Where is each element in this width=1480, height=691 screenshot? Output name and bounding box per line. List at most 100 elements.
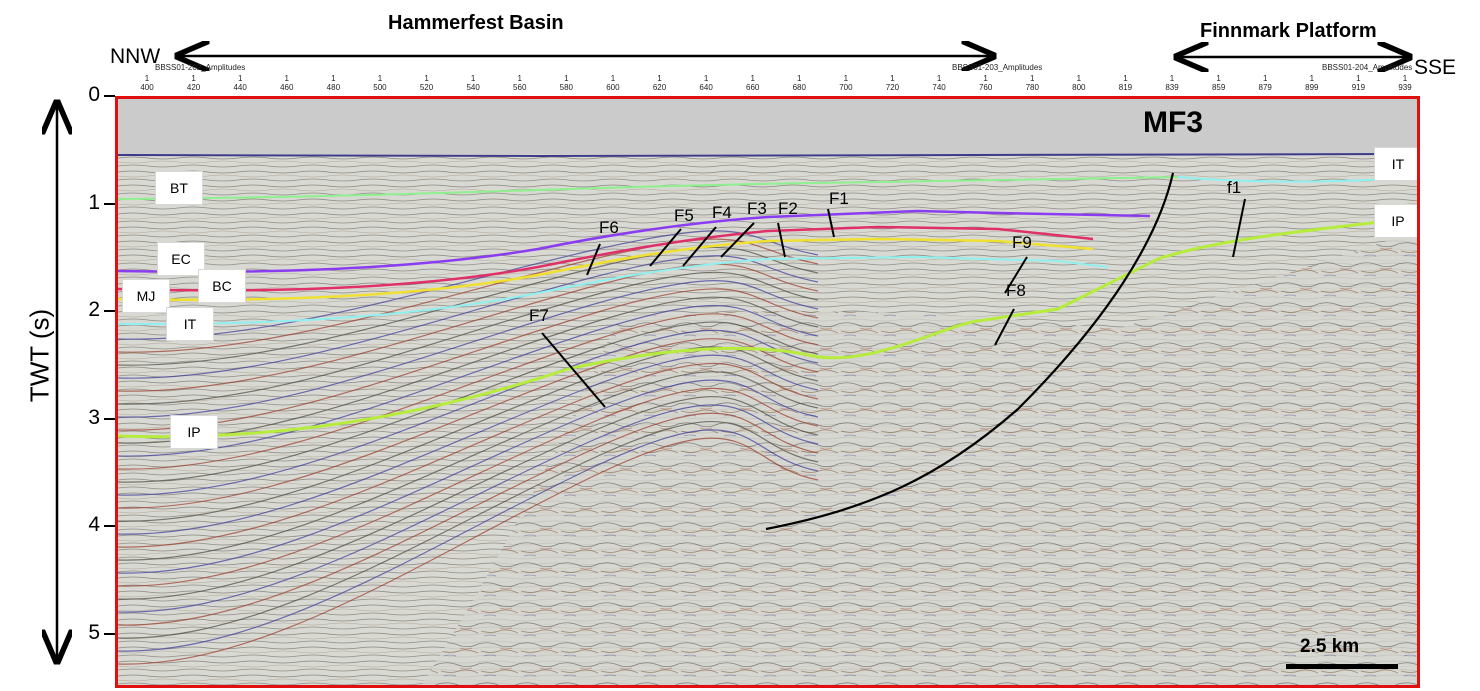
fault-f9: [1004, 256, 1028, 294]
shotpoint-label: 1 700: [839, 74, 853, 92]
reflector-line: [118, 346, 819, 522]
shotpoint-label: 1 600: [606, 74, 620, 92]
y-tick-label: 4: [88, 513, 100, 536]
hammerfest-basin-label: Hammerfest Basin: [388, 12, 564, 34]
direction-left-label: NNW: [110, 45, 161, 68]
mf3-label: MF3: [1143, 106, 1203, 139]
y-tick-mark: [104, 525, 115, 527]
tag-mj: MJ: [122, 279, 170, 313]
reflector-line: [118, 421, 819, 639]
reflector-line: [118, 313, 819, 470]
reflector-line: [118, 412, 819, 626]
seabed-reflector: [118, 153, 1417, 158]
reflector-line: [118, 321, 819, 483]
tag-it-right: IT: [1374, 147, 1417, 181]
fault-label-f8: F8: [1006, 281, 1026, 300]
shotpoint-label: 1 859: [1211, 74, 1226, 92]
scale-bar: [1286, 664, 1398, 669]
shotpoint-label: 1 819: [1118, 74, 1133, 92]
y-tick-mark: [104, 417, 115, 420]
y-tick-mark: [104, 202, 115, 205]
shotpoint-label: 1 420: [186, 74, 201, 92]
fault-label-f7: F7: [529, 306, 549, 325]
reflector-line: [118, 288, 819, 431]
y-tick-labels: 0 1 2 3 4 5: [0, 0, 115, 691]
shotpoint-label: 1 440: [233, 74, 247, 92]
fault-f8: [994, 308, 1015, 346]
shotpoint-label: 1 560: [513, 74, 527, 92]
tag-ec: EC: [157, 242, 205, 276]
horizon-mj: [118, 225, 1094, 292]
reflector-line: [118, 296, 819, 444]
reflector-line: [118, 387, 819, 587]
shotpoint-label: 1 460: [280, 74, 294, 92]
reflector-line: [118, 280, 819, 418]
y-tick-mark: [104, 310, 115, 312]
scale-bar-label: 2.5 km: [1300, 636, 1360, 657]
fault-f2: [777, 222, 786, 258]
y-tick-mark: [104, 632, 115, 635]
fault-f1: [827, 208, 835, 238]
shotpoint-label: 1 680: [792, 74, 806, 92]
reflector-line: [118, 238, 819, 353]
shotpoint-label: 1 500: [373, 74, 387, 92]
shotpoint-label: 1 480: [326, 74, 341, 92]
tag-ip-left: IP: [170, 415, 218, 449]
fault-label-f9: F9: [1012, 233, 1032, 252]
tag-it-left: IT: [166, 307, 214, 341]
shotpoint-axis: 1 400 1 420 1 440 1 460 1 480 1 500 1 520 1 540…: [0, 74, 1480, 94]
seismic-section: [118, 99, 1417, 685]
shotpoint-label: 1 580: [559, 74, 573, 92]
horizon-bt: [118, 176, 1179, 200]
shotpoint-label: 1 660: [746, 74, 760, 92]
tag-ip-right: IP: [1374, 204, 1417, 238]
shotpoint-label: 1 540: [466, 74, 480, 92]
y-tick-label: 3: [88, 405, 100, 429]
reflector-line: [118, 429, 819, 652]
shotpoint-label: 1 839: [1165, 74, 1179, 92]
reflector-line: [118, 263, 819, 392]
shotpoint-label: 1 899: [1305, 74, 1319, 92]
shotpoint-label: 1 919: [1351, 74, 1366, 92]
finnmark-platform-label: Finnmark Platform: [1200, 20, 1377, 42]
shotpoint-label: 1 620: [652, 74, 667, 92]
horizon-ec: [118, 209, 1151, 274]
reflector-line: [118, 230, 819, 340]
y-tick-label: 5: [88, 620, 100, 644]
reflector-line: [118, 246, 819, 366]
reflector-line: [118, 396, 819, 600]
survey-line-2: BBSS01-203_Amplitudes: [952, 63, 1043, 72]
horizon-bc: [118, 237, 1094, 302]
fault-f6: [586, 243, 601, 276]
fault-label-f2: F2: [778, 199, 798, 218]
twt-axis-arrow: [0, 90, 110, 691]
fault-label-f4: F4: [712, 203, 732, 222]
reflector-line: [118, 255, 819, 379]
fault-f3: [720, 222, 755, 258]
shotpoint-label: 1 520: [419, 74, 434, 92]
tag-bt: BT: [155, 171, 203, 205]
stratal-reflectors: [118, 230, 819, 665]
fault-mf3: [765, 172, 1175, 531]
reflector-line: [118, 404, 819, 613]
shotpoint-label: 1 939: [1398, 74, 1412, 92]
fault-label-f6: F6: [599, 218, 619, 237]
y-tick-mark: [104, 95, 115, 97]
fault-f7: [541, 332, 606, 408]
shotpoint-label: 1 879: [1258, 74, 1272, 92]
seismic-section-panel: MF3 F1 F2 F3 F4 F5 F6 F7 F8 F9 f1 BT EC …: [115, 96, 1420, 688]
shotpoint-label: 1 800: [1072, 74, 1086, 92]
horizon-ip: [118, 216, 1417, 439]
shotpoint-label: 1 720: [885, 74, 900, 92]
fault-f5: [649, 228, 682, 267]
reflector-line: [118, 437, 819, 665]
reflector-line: [118, 354, 819, 535]
reflector-line: [118, 363, 819, 548]
reflector-line: [118, 371, 819, 561]
fault-label-f3: F3: [747, 199, 767, 218]
direction-arrows: [0, 0, 1480, 96]
survey-line-3: BBSS01-204_Amplitudes: [1322, 63, 1413, 72]
survey-line-1: BBSS01-202_Amplitudes: [155, 63, 246, 72]
water-column: [118, 99, 1417, 157]
reflector-line: [118, 271, 819, 405]
